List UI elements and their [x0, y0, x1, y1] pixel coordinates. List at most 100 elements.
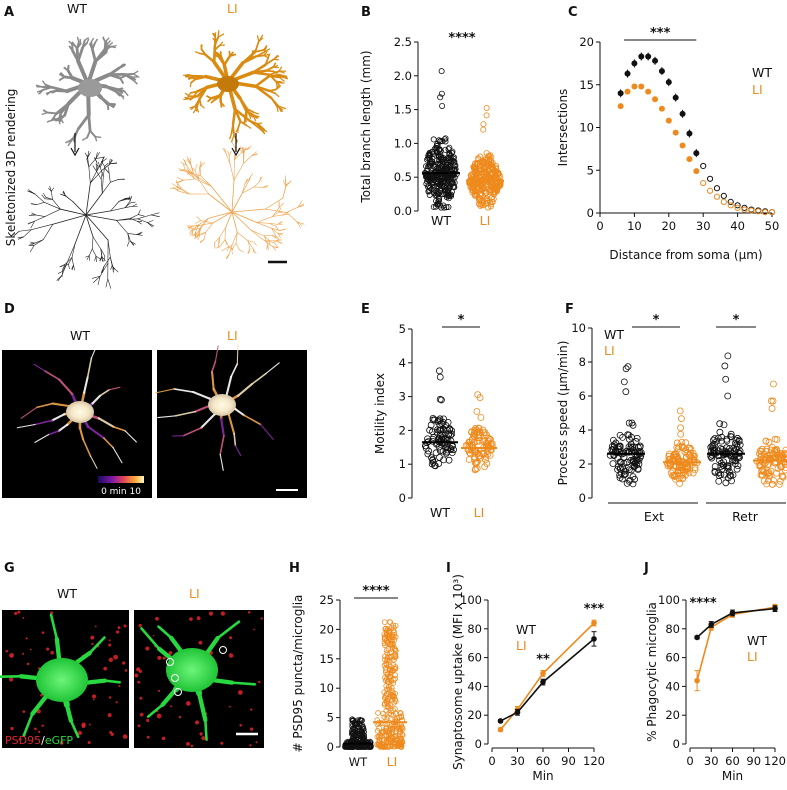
li-skeleton-branch [178, 187, 190, 195]
wt-point [694, 634, 700, 641]
li-point [392, 651, 399, 658]
li-point [493, 165, 500, 172]
li-point [381, 619, 388, 625]
wt-skeleton-branch [49, 185, 52, 192]
psd95-puncta [146, 718, 150, 723]
li-skeleton-branch [196, 227, 202, 234]
li-skeleton-branch [285, 180, 292, 187]
li-point [389, 726, 396, 733]
y-tick-label: 0 [327, 740, 334, 754]
y-tick-label: 0 [475, 737, 482, 751]
li-skeleton-branch [176, 177, 184, 181]
li-skeleton-branch [210, 185, 233, 213]
li-point [381, 640, 388, 646]
li-point [686, 156, 693, 163]
psd95-puncta [194, 720, 200, 725]
wt-point [624, 363, 632, 371]
li-skeleton-branch [278, 202, 284, 208]
wt-skeleton-branch [95, 152, 100, 159]
li-point [480, 126, 487, 133]
li-process [160, 687, 178, 707]
wt-point [720, 421, 728, 429]
wt-point [679, 110, 686, 117]
li-process [219, 435, 225, 456]
li-process [204, 718, 208, 741]
wt-skeleton-branch [136, 233, 142, 235]
li-point [638, 83, 645, 90]
wt-point [440, 415, 448, 423]
wt-skeleton-branch [34, 193, 45, 203]
wt-skeleton-branch [132, 203, 138, 207]
wt-point [435, 151, 442, 158]
li-point [473, 428, 481, 436]
li-soma [217, 76, 239, 92]
li-skeleton-branch [214, 237, 220, 244]
x-tick-label: 90 [561, 754, 576, 768]
wt-process [50, 112, 58, 122]
panel-label-a: A [4, 5, 14, 20]
wt-point [446, 150, 453, 157]
wt-point [658, 68, 665, 75]
wt-point [434, 183, 441, 190]
wt-point [435, 367, 443, 375]
li-skeleton-branch [203, 232, 207, 240]
li-point [480, 121, 487, 128]
wt-point [436, 426, 443, 434]
psd95-puncta [260, 617, 263, 620]
y-tick-label: 4 [399, 356, 406, 370]
li-process [228, 51, 234, 58]
wt-skeleton-branch [94, 157, 98, 163]
li-skeleton-branch [205, 222, 214, 233]
wt-point [435, 443, 443, 451]
li-point [691, 466, 699, 474]
li-skeleton-branch [193, 235, 198, 240]
c-x-axis-label: Distance from soma (µm) [609, 248, 762, 262]
panel-g-li-label: LI [189, 586, 200, 601]
wt-skeleton-branch [87, 150, 89, 158]
li-point [396, 728, 403, 735]
wt-point [445, 456, 453, 464]
li-point [389, 644, 395, 651]
wt-point [632, 458, 639, 466]
li-skeleton-branch [269, 223, 278, 225]
li-point [693, 168, 700, 175]
wt-point [448, 430, 456, 438]
wt-skeleton-branch [104, 162, 109, 167]
wt-process [118, 94, 125, 97]
i-legend-wt: WT [516, 622, 536, 637]
wt-skeleton-branch [102, 166, 105, 178]
wt-skeleton-branch [85, 192, 103, 216]
wt-skeleton-branch [91, 248, 97, 257]
wt-point [731, 457, 739, 465]
wt-skeleton-branch [41, 194, 46, 200]
li-skeleton-branch [220, 239, 226, 247]
li-point [720, 198, 727, 205]
wt-point [735, 454, 743, 462]
li-point [390, 707, 396, 713]
li-skeleton-branch [208, 193, 233, 213]
wt-skeleton-branch [99, 255, 103, 261]
wt-process [76, 113, 91, 131]
li-skeleton-branch [194, 164, 198, 171]
li-skeleton-branch [247, 240, 255, 243]
y-tick-label: 2.0 [394, 69, 412, 83]
down-arrow-icon [231, 133, 241, 157]
wt-point [437, 94, 444, 101]
li-point [755, 208, 762, 215]
li-process [230, 363, 239, 378]
psd95-puncta [137, 680, 141, 684]
li-skeleton-branch [297, 205, 305, 208]
li-skeleton-branch [217, 237, 220, 245]
engulfed-puncta-marker [174, 688, 182, 696]
li-skeleton-branch [200, 220, 214, 224]
li-skeleton-branch [247, 248, 251, 254]
wt-process [131, 76, 136, 80]
li-point [694, 677, 700, 684]
psd95-puncta [255, 741, 258, 744]
li-skeleton-branch [225, 153, 231, 165]
wt-point [436, 138, 443, 145]
wt-skeleton-branch [136, 234, 143, 236]
wt-skeleton-branch [93, 275, 101, 283]
wt-line [500, 638, 595, 722]
wt-skeleton-branch [29, 242, 35, 245]
